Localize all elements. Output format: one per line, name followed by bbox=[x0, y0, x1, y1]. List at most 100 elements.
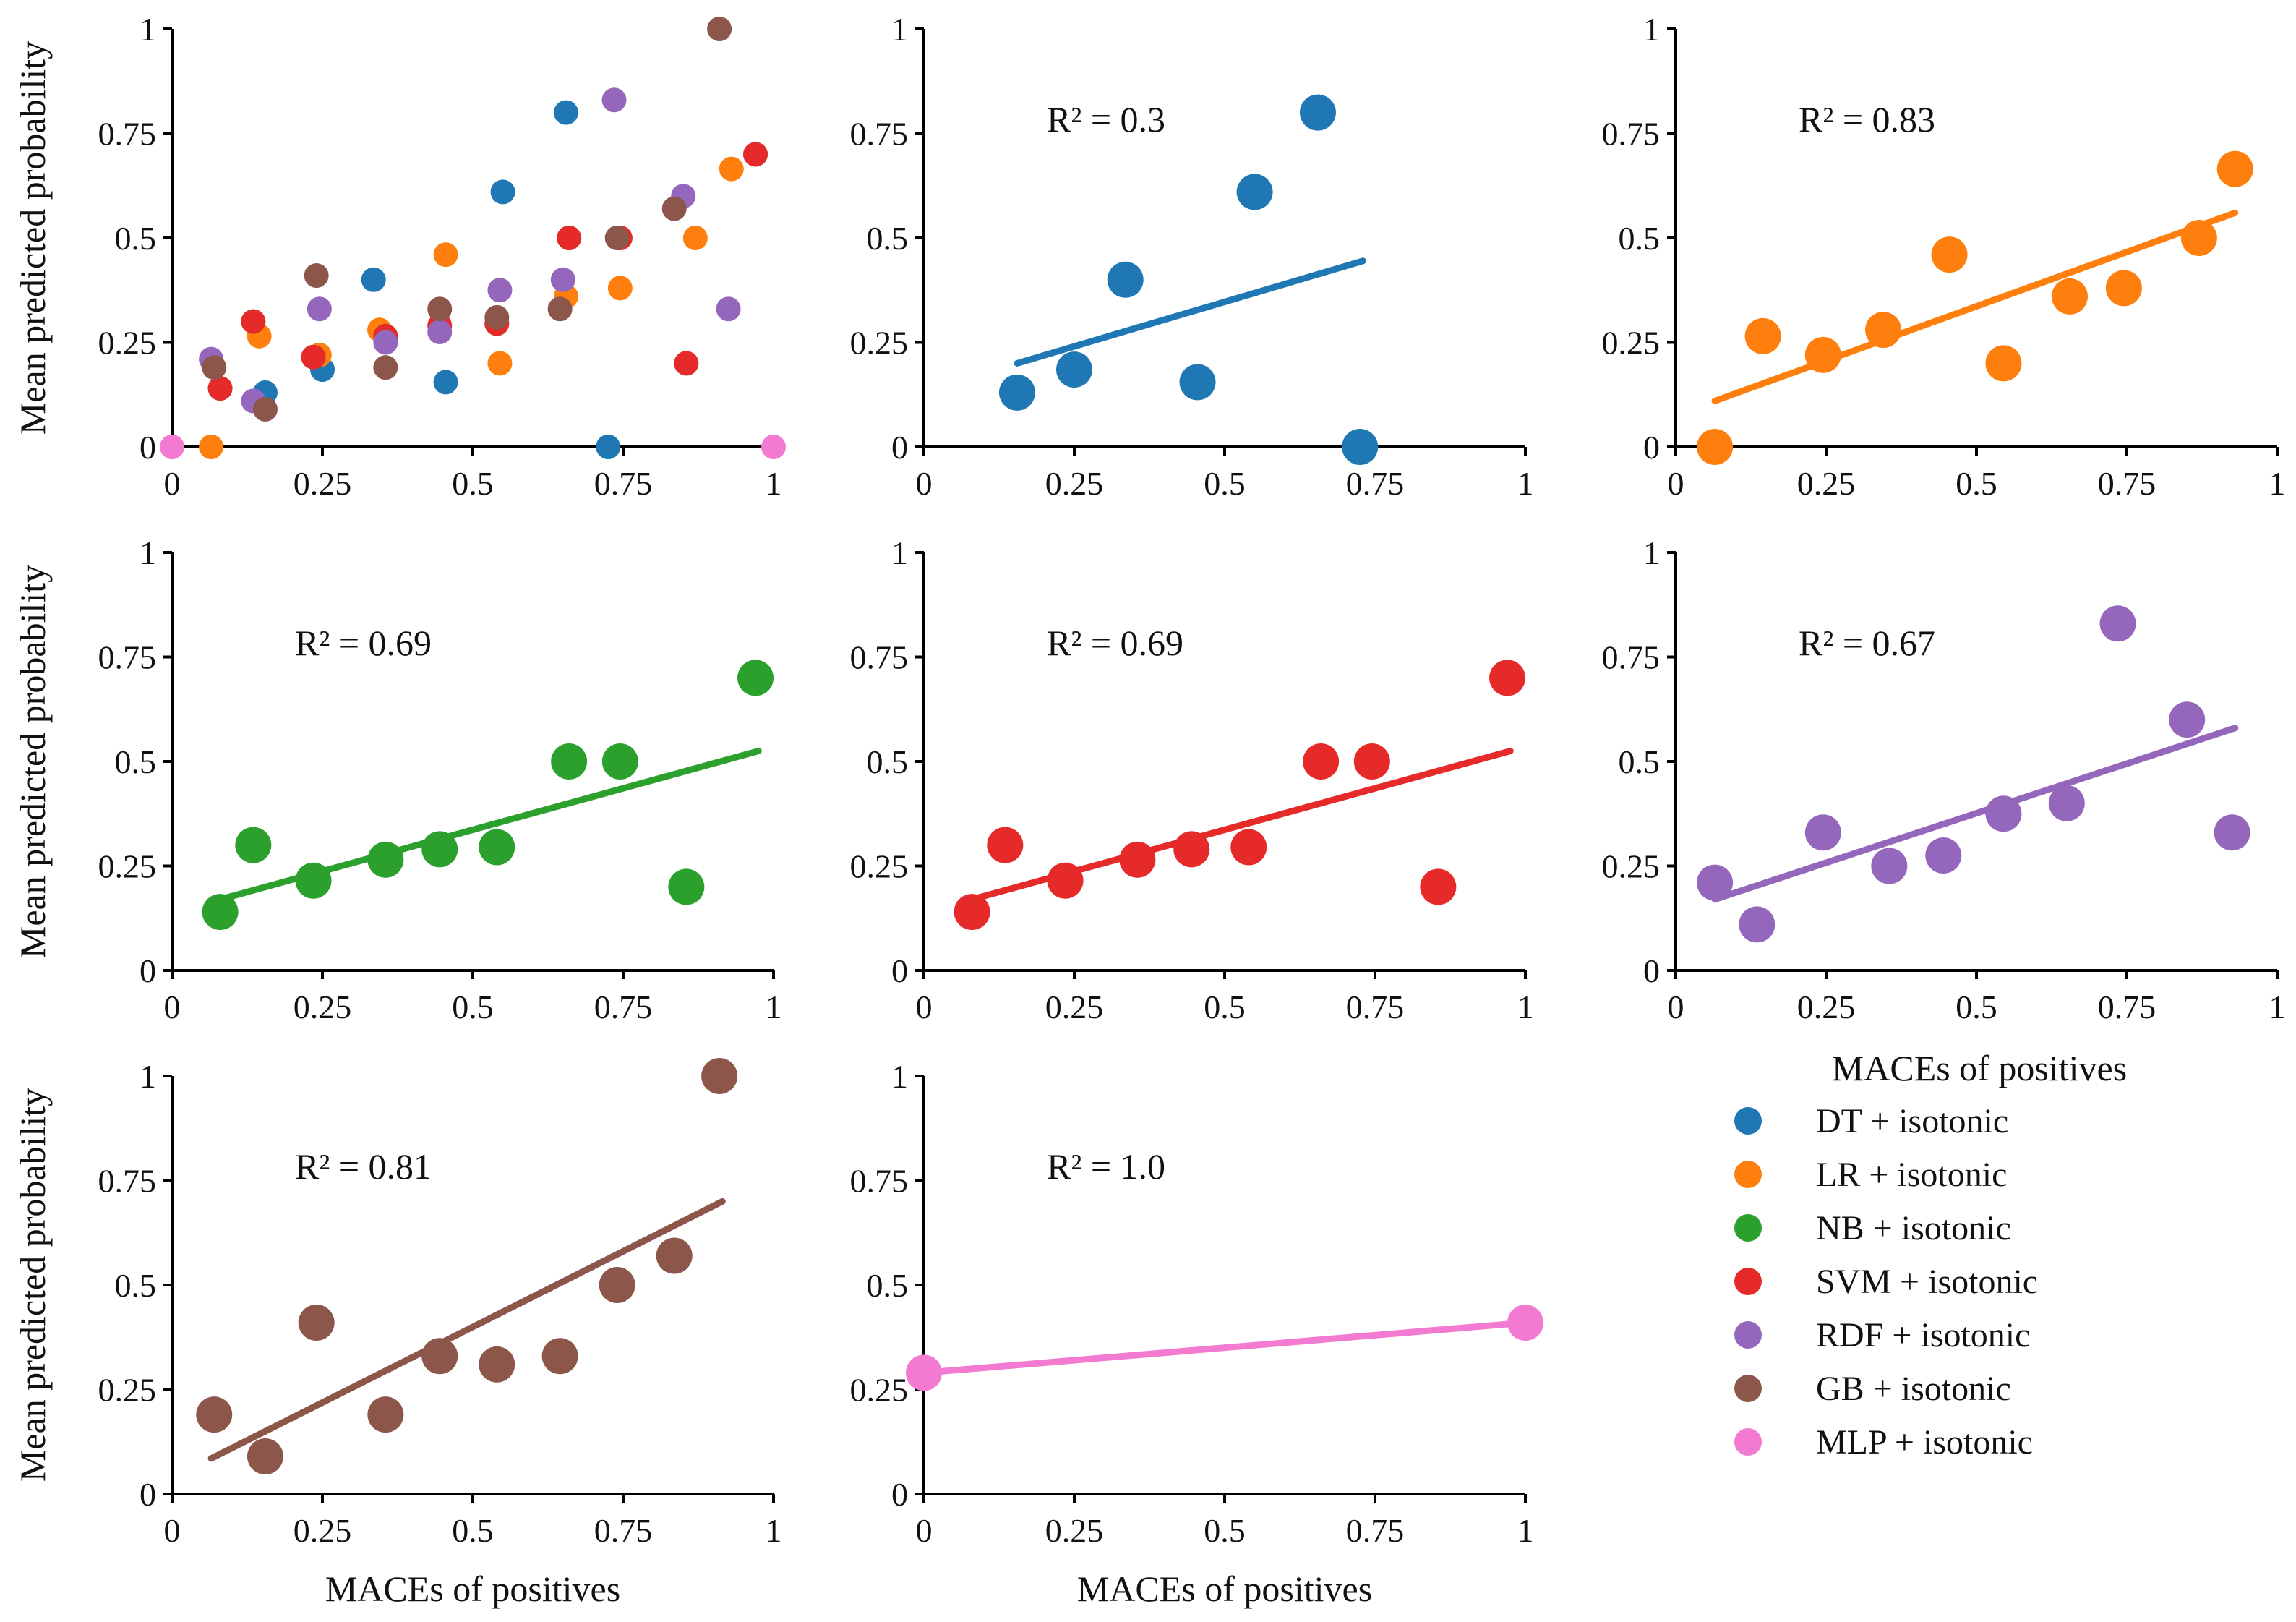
y-tick-label: 0.75 bbox=[1602, 639, 1661, 676]
y-tick-label: 0.5 bbox=[867, 743, 909, 780]
data-point bbox=[1744, 317, 1781, 354]
panel-7: 00 0.25 0.25 0.5 0.5 0.75 0.75 1 1 Mean predicted… bbox=[12, 1058, 782, 1609]
x-tick-label: 0.5 bbox=[1204, 1512, 1246, 1549]
data-point bbox=[433, 242, 458, 268]
data-point bbox=[551, 743, 588, 780]
legend-entry-label: SVM + isotonic bbox=[1816, 1263, 2038, 1301]
y-tick-label: 0 bbox=[140, 429, 156, 466]
data-point bbox=[490, 179, 515, 205]
legend-entry-label: LR + isotonic bbox=[1816, 1156, 2007, 1194]
fit-line bbox=[207, 1198, 726, 1462]
x-tick-label: 0 bbox=[916, 1512, 933, 1549]
x-tick-label: 1 bbox=[766, 1512, 782, 1549]
x-tick-label: 0 bbox=[1668, 989, 1684, 1025]
data-point bbox=[1489, 660, 1526, 696]
data-point bbox=[1985, 795, 2022, 832]
data-point bbox=[427, 296, 453, 322]
data-point bbox=[1739, 906, 1775, 943]
x-tick-label: 1 bbox=[2269, 989, 2286, 1025]
data-point bbox=[2180, 220, 2217, 256]
y-tick-label: 0.25 bbox=[98, 848, 157, 885]
x-tick-label: 1 bbox=[2269, 465, 2286, 502]
data-point bbox=[601, 743, 638, 780]
data-point bbox=[1107, 261, 1144, 298]
fit-line bbox=[1014, 257, 1366, 367]
data-point bbox=[550, 267, 575, 292]
data-point bbox=[487, 351, 513, 376]
data-point bbox=[301, 344, 326, 370]
data-point bbox=[737, 660, 774, 696]
y-tick-label: 1 bbox=[891, 1058, 908, 1095]
data-point bbox=[367, 1396, 404, 1433]
x-tick-label: 0.5 bbox=[452, 465, 494, 502]
data-point bbox=[1697, 429, 1734, 465]
x-tick-label: 0.25 bbox=[1045, 989, 1104, 1025]
x-tick-label: 1 bbox=[766, 465, 782, 502]
data-point bbox=[1230, 829, 1267, 866]
data-point bbox=[987, 827, 1024, 863]
y-axis-label: Mean predicted probability bbox=[12, 565, 53, 958]
data-point bbox=[1804, 336, 1841, 373]
x-tick-label: 0.5 bbox=[1204, 989, 1246, 1025]
data-point bbox=[2051, 278, 2088, 315]
data-point bbox=[373, 330, 398, 355]
data-point bbox=[421, 831, 458, 868]
panel-3: 00 0.25 0.25 0.5 0.5 0.75 0.75 1 1 R² = 0.83 bbox=[1602, 11, 2286, 502]
y-axis-label: Mean predicted probability bbox=[12, 41, 53, 435]
data-point bbox=[2048, 785, 2085, 821]
y-tick-label: 0 bbox=[140, 952, 156, 989]
panel-4: 00 0.25 0.25 0.5 0.5 0.75 0.75 1 1 Mean predicted… bbox=[12, 534, 782, 1025]
x-tick-label: 0.25 bbox=[1045, 465, 1104, 502]
x-tick-label: 0.75 bbox=[1346, 465, 1405, 502]
y-tick-label: 0.75 bbox=[850, 116, 909, 153]
y-tick-label: 0.75 bbox=[1602, 116, 1661, 153]
y-tick-label: 0.25 bbox=[850, 1372, 909, 1409]
y-tick-label: 0.25 bbox=[1602, 848, 1661, 885]
y-tick-label: 0.75 bbox=[850, 639, 909, 676]
legend-entry-label: DT + isotonic bbox=[1816, 1102, 2008, 1140]
data-point bbox=[479, 829, 515, 866]
data-point bbox=[160, 435, 184, 459]
x-axis-label: MACEs of positives bbox=[325, 1568, 620, 1609]
y-tick-label: 0.5 bbox=[115, 743, 157, 780]
r-squared-label: R² = 0.69 bbox=[1047, 623, 1183, 663]
y-tick-label: 0.25 bbox=[98, 325, 157, 362]
y-tick-label: 1 bbox=[1643, 11, 1660, 48]
r-squared-label: R² = 0.67 bbox=[1799, 623, 1935, 663]
legend: MACEs of positives DT + isotonic LR + isot… bbox=[1734, 1048, 2127, 1461]
y-tick-label: 0.25 bbox=[850, 325, 909, 362]
x-axis-label: MACEs of positives bbox=[1077, 1568, 1372, 1609]
data-point bbox=[235, 827, 272, 863]
data-point bbox=[656, 1237, 693, 1274]
data-point bbox=[433, 370, 458, 395]
legend-entry-label: RDF + isotonic bbox=[1816, 1316, 2030, 1354]
data-point bbox=[1931, 236, 1968, 273]
data-point bbox=[1179, 364, 1216, 401]
data-point bbox=[547, 296, 573, 322]
y-tick-label: 0 bbox=[891, 429, 908, 466]
x-tick-label: 0 bbox=[164, 989, 181, 1025]
data-point bbox=[196, 1396, 233, 1433]
data-point bbox=[707, 17, 732, 41]
data-point bbox=[1985, 345, 2022, 382]
legend-title: MACEs of positives bbox=[1832, 1048, 2127, 1088]
r-squared-label: R² = 0.69 bbox=[295, 623, 432, 663]
data-point bbox=[701, 1058, 738, 1094]
y-tick-label: 0.75 bbox=[98, 1163, 157, 1200]
data-point bbox=[1047, 862, 1084, 899]
data-point bbox=[557, 226, 582, 250]
legend-marker bbox=[1734, 1321, 1762, 1349]
x-tick-label: 0.25 bbox=[1045, 1512, 1104, 1549]
data-point bbox=[295, 862, 332, 899]
data-point bbox=[553, 100, 578, 125]
data-point bbox=[682, 226, 708, 250]
x-tick-label: 0 bbox=[1668, 465, 1684, 502]
x-tick-label: 0.75 bbox=[2098, 989, 2156, 1025]
x-tick-label: 1 bbox=[1517, 465, 1534, 502]
y-tick-label: 0.5 bbox=[867, 1267, 909, 1304]
data-point bbox=[954, 894, 990, 931]
y-tick-label: 0.75 bbox=[98, 639, 157, 676]
data-point bbox=[1299, 94, 1336, 131]
data-point bbox=[2216, 150, 2253, 187]
data-point bbox=[1236, 174, 1273, 210]
